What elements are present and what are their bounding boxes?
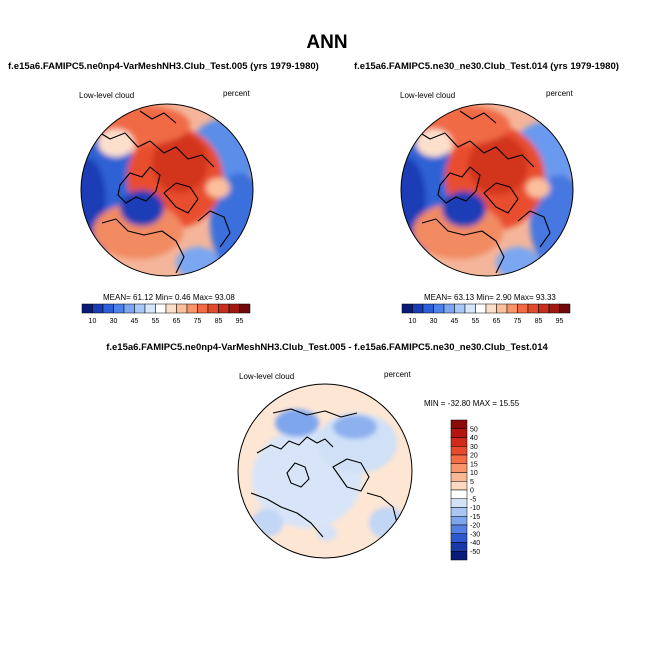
- colorbar-tick-label: -30: [470, 531, 480, 538]
- colorbar-swatch: [450, 507, 468, 517]
- colorbar-tick-label: 30: [430, 318, 438, 325]
- colorbar-tick-label: 15: [470, 461, 478, 468]
- colorbar-tick-label: 30: [110, 318, 118, 325]
- colorbar-tick-label: -15: [470, 514, 480, 521]
- colorbar-tick-label: 5: [470, 479, 474, 486]
- panel-2-stats: MEAN= 63.13 Min= 2.90 Max= 93.33: [424, 293, 556, 302]
- colorbar-tick-label: 30: [470, 444, 478, 451]
- colorbar-swatch: [450, 446, 468, 456]
- colorbar-swatch: [186, 303, 198, 314]
- colorbar-tick-label: 10: [470, 470, 478, 477]
- polar-map-2: [400, 103, 574, 277]
- colorbar-swatch: [207, 303, 219, 314]
- colorbar-swatch: [450, 454, 468, 464]
- panel-1-colorbar: 10 30 45 55 65 75 85 95: [81, 303, 251, 325]
- colorbar-tick-label: 20: [470, 453, 478, 460]
- colorbar-swatch: [496, 303, 508, 314]
- colorbar-swatch: [450, 498, 468, 508]
- colorbar-swatch: [450, 551, 468, 561]
- panel-2-units-label: percent: [546, 89, 573, 98]
- colorbar-swatch: [239, 303, 251, 314]
- colorbar-tick-label: 45: [131, 318, 139, 325]
- colorbar-swatch: [92, 303, 104, 314]
- panel-1-stats: MEAN= 61.12 Min= 0.46 Max= 93.08: [103, 293, 235, 302]
- figure-title: ANN: [306, 32, 348, 53]
- colorbar-swatch: [176, 303, 188, 314]
- colorbar-tick-label: 10: [89, 318, 97, 325]
- colorbar-swatch: [450, 481, 468, 491]
- colorbar-swatch: [113, 303, 125, 314]
- colorbar-swatch: [450, 524, 468, 534]
- colorbar-tick-label: 55: [472, 318, 480, 325]
- colorbar-swatch: [475, 303, 487, 314]
- colorbar-tick-label: 0: [470, 488, 474, 495]
- colorbar-swatch: [433, 303, 445, 314]
- colorbar-swatch: [450, 489, 468, 499]
- colorbar-swatch: [450, 472, 468, 482]
- colorbar-swatch: [412, 303, 424, 314]
- colorbar-tick-label: 10: [409, 318, 417, 325]
- colorbar-swatch: [401, 303, 413, 314]
- colorbar-swatch: [559, 303, 571, 314]
- polar-map-1: [80, 103, 254, 277]
- colorbar-tick-label: 95: [236, 318, 244, 325]
- colorbar-swatch: [450, 419, 468, 429]
- colorbar-tick-label: 65: [493, 318, 501, 325]
- colorbar-swatch: [155, 303, 167, 314]
- colorbar-swatch: [450, 463, 468, 473]
- panel-2-variable-label: Low-level cloud: [400, 91, 456, 100]
- colorbar-swatch: [197, 303, 209, 314]
- colorbar-swatch: [228, 303, 240, 314]
- colorbar-swatch: [450, 428, 468, 438]
- colorbar-tick-label: 65: [173, 318, 181, 325]
- colorbar-swatch: [548, 303, 560, 314]
- colorbar-swatch: [134, 303, 146, 314]
- colorbar-swatch: [422, 303, 434, 314]
- colorbar-swatch: [123, 303, 135, 314]
- colorbar-tick-label: -10: [470, 505, 480, 512]
- colorbar-tick-label: 55: [152, 318, 160, 325]
- panel-3-title: f.e15a6.FAMIPC5.ne0np4-VarMeshNH3.Club_T…: [106, 342, 548, 353]
- colorbar-swatch: [102, 303, 114, 314]
- colorbar-tick-label: -40: [470, 540, 480, 547]
- polar-map-difference: [237, 383, 413, 559]
- colorbar-tick-label: 75: [194, 318, 202, 325]
- colorbar-swatch: [144, 303, 156, 314]
- colorbar-swatch: [450, 516, 468, 526]
- colorbar-swatch: [506, 303, 518, 314]
- colorbar-swatch: [218, 303, 230, 314]
- colorbar-tick-label: 75: [514, 318, 522, 325]
- colorbar-tick-label: -50: [470, 549, 480, 556]
- panel-1-units-label: percent: [223, 89, 250, 98]
- colorbar-tick-label: -20: [470, 523, 480, 530]
- panel-3-units-label: percent: [384, 370, 411, 379]
- colorbar-swatch: [165, 303, 177, 314]
- colorbar-swatch: [527, 303, 539, 314]
- colorbar-tick-label: 85: [215, 318, 223, 325]
- colorbar-tick-label: 50: [470, 426, 478, 433]
- panel-2-colorbar: 10 30 45 55 65 75 85 95: [401, 303, 571, 325]
- colorbar-swatch: [464, 303, 476, 314]
- colorbar-swatch: [450, 437, 468, 447]
- colorbar-tick-label: -5: [470, 496, 476, 503]
- colorbar-swatch: [485, 303, 497, 314]
- panel-2-title: f.e15a6.FAMIPC5.ne30_ne30.Club_Test.014 …: [354, 61, 619, 72]
- colorbar-tick-label: 45: [451, 318, 459, 325]
- colorbar-swatch: [443, 303, 455, 314]
- panel-1-title: f.e15a6.FAMIPC5.ne0np4-VarMeshNH3.Club_T…: [8, 61, 319, 72]
- colorbar-swatch: [517, 303, 529, 314]
- colorbar-swatch: [450, 542, 468, 552]
- colorbar-swatch: [538, 303, 550, 314]
- colorbar-tick-label: 40: [470, 435, 478, 442]
- colorbar-swatch: [81, 303, 93, 314]
- colorbar-swatch: [450, 533, 468, 543]
- panel-3-stats: MIN = -32.80 MAX = 15.55: [424, 399, 520, 408]
- colorbar-tick-label: 95: [556, 318, 564, 325]
- colorbar-tick-label: 85: [535, 318, 543, 325]
- panel-1-variable-label: Low-level cloud: [79, 91, 135, 100]
- panel-3-variable-label: Low-level cloud: [239, 372, 295, 381]
- colorbar-swatch: [454, 303, 466, 314]
